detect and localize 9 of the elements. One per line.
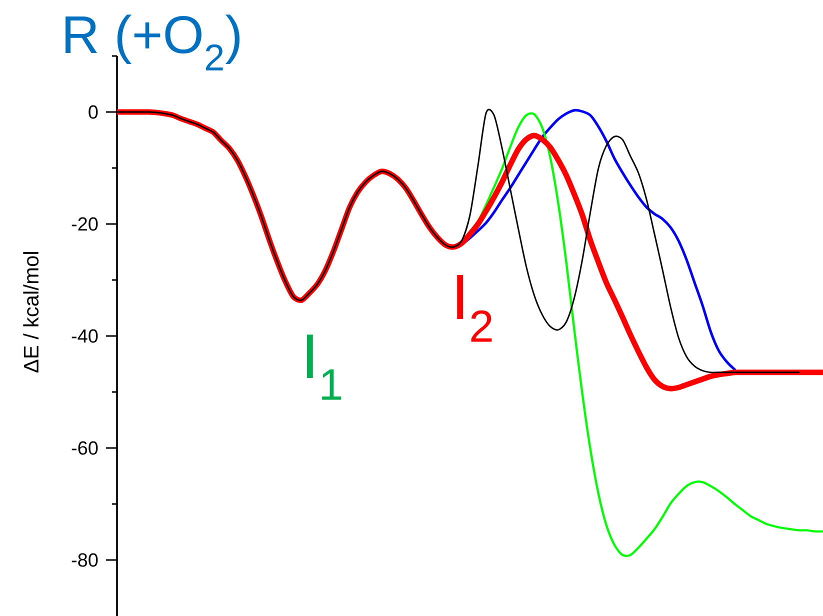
y-axis-title: ΔE / kcal/mol bbox=[23, 252, 39, 373]
y-tick-label: -80 bbox=[72, 553, 98, 567]
annotation: I$_{2}$ bbox=[457, 274, 492, 342]
y-tick-label: -60 bbox=[72, 441, 98, 455]
annotation: R (+O$_{2}$) bbox=[66, 14, 240, 70]
annotation: I$_{1}$ bbox=[307, 334, 342, 400]
y-tick-label: -40 bbox=[72, 329, 98, 343]
y-tick-label: -20 bbox=[72, 217, 98, 231]
y-tick-label: 0 bbox=[88, 105, 98, 119]
